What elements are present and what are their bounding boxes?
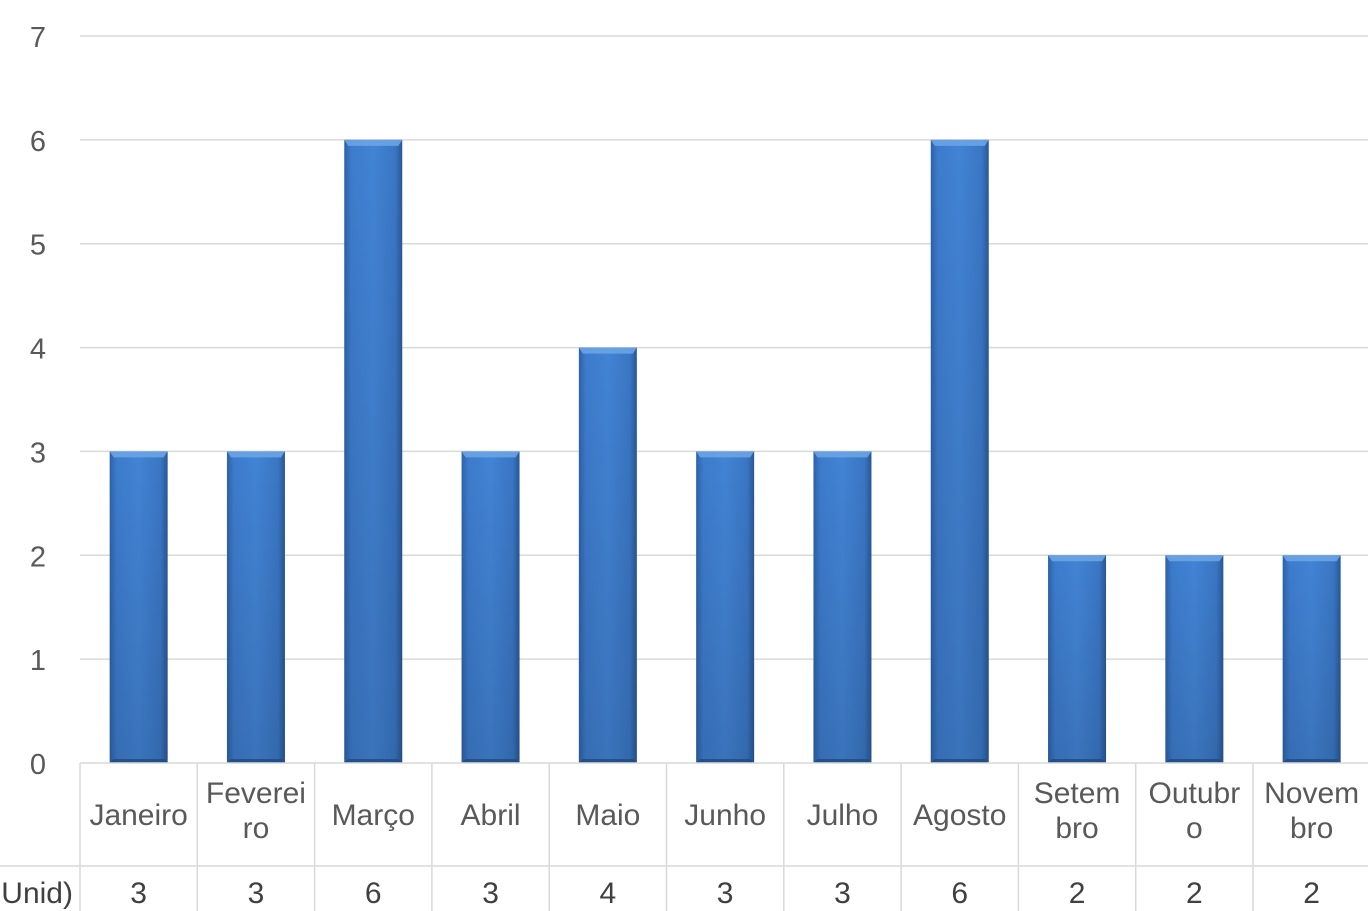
category-label: Novem bro: [1264, 777, 1359, 845]
y-tick-label: 2: [30, 541, 46, 573]
bar: [1048, 555, 1107, 763]
y-tick-label: 1: [30, 645, 46, 677]
category-label: Maio: [575, 799, 640, 832]
table-value: 6: [951, 877, 968, 910]
table-value: 3: [834, 877, 851, 910]
data-table: Janeiro Feverei ro Março Abril Maio Junho Julho…: [0, 762, 1368, 911]
category-label: Outubr o: [1148, 777, 1240, 845]
series-label: Unid): [1, 877, 73, 910]
bar: [1282, 555, 1341, 763]
table-value: 2: [1069, 877, 1086, 910]
category-label: Março: [332, 799, 415, 832]
y-tick-label: 3: [30, 437, 46, 469]
bar: [109, 451, 168, 763]
table-value: 3: [130, 877, 147, 910]
y-tick-label: 6: [30, 126, 46, 158]
y-axis-ticks: 0 1 2 3 4 5 6 7: [30, 22, 46, 781]
bars: [109, 139, 1341, 763]
category-label: Janeiro: [89, 799, 187, 832]
bar: [578, 347, 637, 763]
table-value: 4: [600, 877, 617, 910]
bar: [1165, 555, 1224, 763]
category-label: Abril: [461, 799, 521, 832]
y-tick-label: 0: [30, 749, 46, 781]
table-value: 2: [1303, 877, 1320, 910]
bar: [461, 451, 520, 763]
bar: [813, 451, 872, 763]
category-label: Junho: [684, 799, 766, 832]
category-label: Julho: [807, 799, 879, 832]
bar: [696, 451, 755, 763]
table-value: 3: [248, 877, 265, 910]
y-tick-label: 4: [30, 334, 46, 366]
y-tick-label: 5: [30, 230, 46, 262]
table-value: 3: [717, 877, 734, 910]
y-tick-label: 7: [30, 22, 46, 54]
table-value: 3: [482, 877, 499, 910]
bar: [930, 139, 989, 763]
table-value: 2: [1186, 877, 1203, 910]
category-label: Setem bro: [1034, 777, 1121, 845]
table-value: 6: [365, 877, 382, 910]
bar: [344, 139, 403, 763]
category-label: Feverei ro: [206, 777, 306, 845]
category-label: Agosto: [913, 799, 1006, 832]
bar: [226, 451, 285, 763]
